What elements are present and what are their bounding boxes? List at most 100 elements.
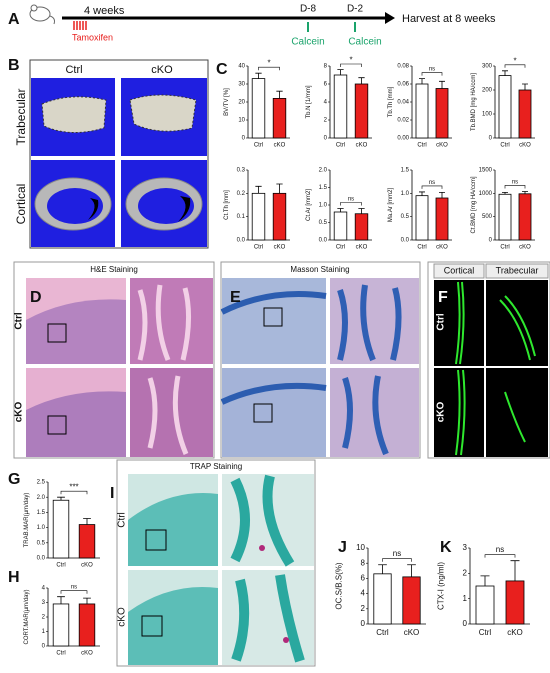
- panel-letter: J: [338, 539, 347, 556]
- y-tick-label: 1.5: [401, 168, 410, 174]
- bar: [518, 89, 532, 139]
- y-axis-label: Ct.BMD [mg HA/ccm]: [471, 176, 477, 233]
- bar: [415, 195, 429, 241]
- y-axis-label: Ct.Ar [mm2]: [306, 189, 312, 221]
- x-tick-label: cKO: [436, 245, 448, 251]
- y-tick-label: 1.0: [319, 203, 328, 209]
- y-tick-label: 0.04: [397, 100, 409, 106]
- masson-images: Masson Staining: [220, 261, 421, 459]
- significance-label: ns: [71, 585, 77, 591]
- error-bar: [419, 191, 425, 196]
- significance-bracket: [60, 490, 88, 495]
- y-tick-label: 0: [242, 136, 246, 142]
- row-label: cKO: [14, 401, 25, 422]
- micro-ct-grid: Ctrl cKO Trabecular Cortical: [14, 59, 209, 249]
- bar: [505, 580, 525, 625]
- bar: [354, 83, 369, 139]
- y-tick-label: 1: [42, 629, 46, 635]
- bar: [78, 524, 96, 559]
- y-tick-label: 0.0: [319, 238, 328, 244]
- panel-letter: E: [230, 289, 241, 306]
- x-tick-label: Ctrl: [500, 143, 509, 149]
- y-tick-label: 0.0: [401, 238, 410, 244]
- y-tick-label: 0.0: [37, 556, 46, 562]
- y-tick-label: 0.2: [237, 191, 246, 197]
- y-tick-label: 0.0: [237, 238, 246, 244]
- error-bar: [83, 597, 91, 604]
- row-label: cKO: [117, 607, 128, 627]
- x-tick-label: Ctrl: [254, 245, 263, 251]
- y-tick-label: 10: [356, 543, 365, 552]
- error-bar: [439, 192, 445, 198]
- y-tick-label: 0.5: [319, 220, 328, 226]
- significance-label: ns: [348, 196, 354, 202]
- x-tick-label: cKO: [404, 628, 420, 637]
- calcein-label: Calcein: [348, 37, 381, 48]
- y-tick-label: 1.5: [319, 185, 328, 191]
- significance-bracket: [382, 558, 412, 562]
- panel-title: Masson Staining: [290, 265, 349, 274]
- error-bar: [337, 69, 344, 75]
- y-tick-label: 0: [489, 136, 493, 142]
- bar: [354, 213, 369, 241]
- bar: [435, 197, 449, 241]
- trap-images: TRAP Staining Ctrl cKO: [116, 459, 316, 667]
- x-tick-label: Ctrl: [56, 651, 65, 657]
- significance-bracket: [421, 185, 443, 189]
- y-tick-label: 0: [361, 619, 366, 628]
- y-tick-label: 2: [463, 568, 468, 577]
- significance-label: ns: [512, 179, 518, 185]
- y-tick-label: 4: [42, 586, 46, 592]
- x-tick-label: Ctrl: [417, 245, 426, 251]
- bar: [52, 603, 70, 647]
- bar: [475, 585, 495, 625]
- y-tick-label: 8: [324, 64, 328, 70]
- timeline-end: Harvest at 8 weeks: [402, 13, 496, 25]
- bar: [251, 78, 266, 139]
- bar: [498, 193, 512, 241]
- y-axis-label: Tb.N [1/mm]: [306, 85, 312, 118]
- error-bar: [358, 77, 365, 84]
- y-tick-label: 0.00: [397, 136, 409, 142]
- y-axis-label: Tb.Th [mm]: [388, 86, 394, 117]
- y-tick-label: 500: [482, 214, 493, 220]
- y-tick-label: 2: [361, 604, 366, 613]
- row-label: Cortical: [14, 184, 28, 225]
- y-axis-label: Ma.Ar [mm2]: [388, 188, 394, 223]
- y-axis-label: CORT.MAR(µm/day): [24, 589, 30, 644]
- y-axis-label: Ct.Th [mm]: [224, 190, 230, 220]
- panel-letter: D: [30, 289, 42, 306]
- x-tick-label: cKO: [436, 143, 448, 149]
- row-label: Ctrl: [436, 313, 447, 330]
- panel-letter: A: [8, 11, 20, 28]
- calcein-images: Cortical Trabecular Ctrl cKO: [427, 261, 550, 459]
- panel-letter: C: [216, 61, 228, 78]
- bar: [272, 98, 287, 139]
- y-tick-label: 1: [463, 594, 468, 603]
- significance-label: ns: [429, 180, 435, 186]
- error-bar: [276, 90, 283, 99]
- y-tick-label: 0: [42, 644, 46, 650]
- x-tick-label: Ctrl: [336, 143, 345, 149]
- panel-letter: F: [438, 289, 448, 306]
- y-tick-label: 30: [238, 82, 245, 88]
- error-bar: [255, 72, 262, 79]
- bar: [251, 192, 266, 241]
- y-axis-label: CTX-I (ng/ml): [436, 562, 445, 610]
- panel-title: H&E Staining: [90, 265, 138, 274]
- y-tick-label: 300: [482, 64, 493, 70]
- tamoxifen-label: Tamoxifen: [72, 32, 113, 42]
- significance-bracket: [60, 590, 88, 594]
- y-tick-label: 1.0: [37, 525, 46, 531]
- y-tick-label: 20: [238, 100, 245, 106]
- y-tick-label: 6: [361, 574, 366, 583]
- mouse-icon: [29, 4, 55, 25]
- y-tick-label: 2.0: [319, 168, 328, 174]
- x-tick-label: cKO: [81, 563, 93, 569]
- y-tick-label: 3: [463, 543, 468, 552]
- bar: [373, 573, 392, 625]
- x-tick-label: cKO: [274, 245, 286, 251]
- error-bar: [502, 70, 508, 76]
- bar: [498, 75, 512, 139]
- y-tick-label: 0.5: [401, 214, 410, 220]
